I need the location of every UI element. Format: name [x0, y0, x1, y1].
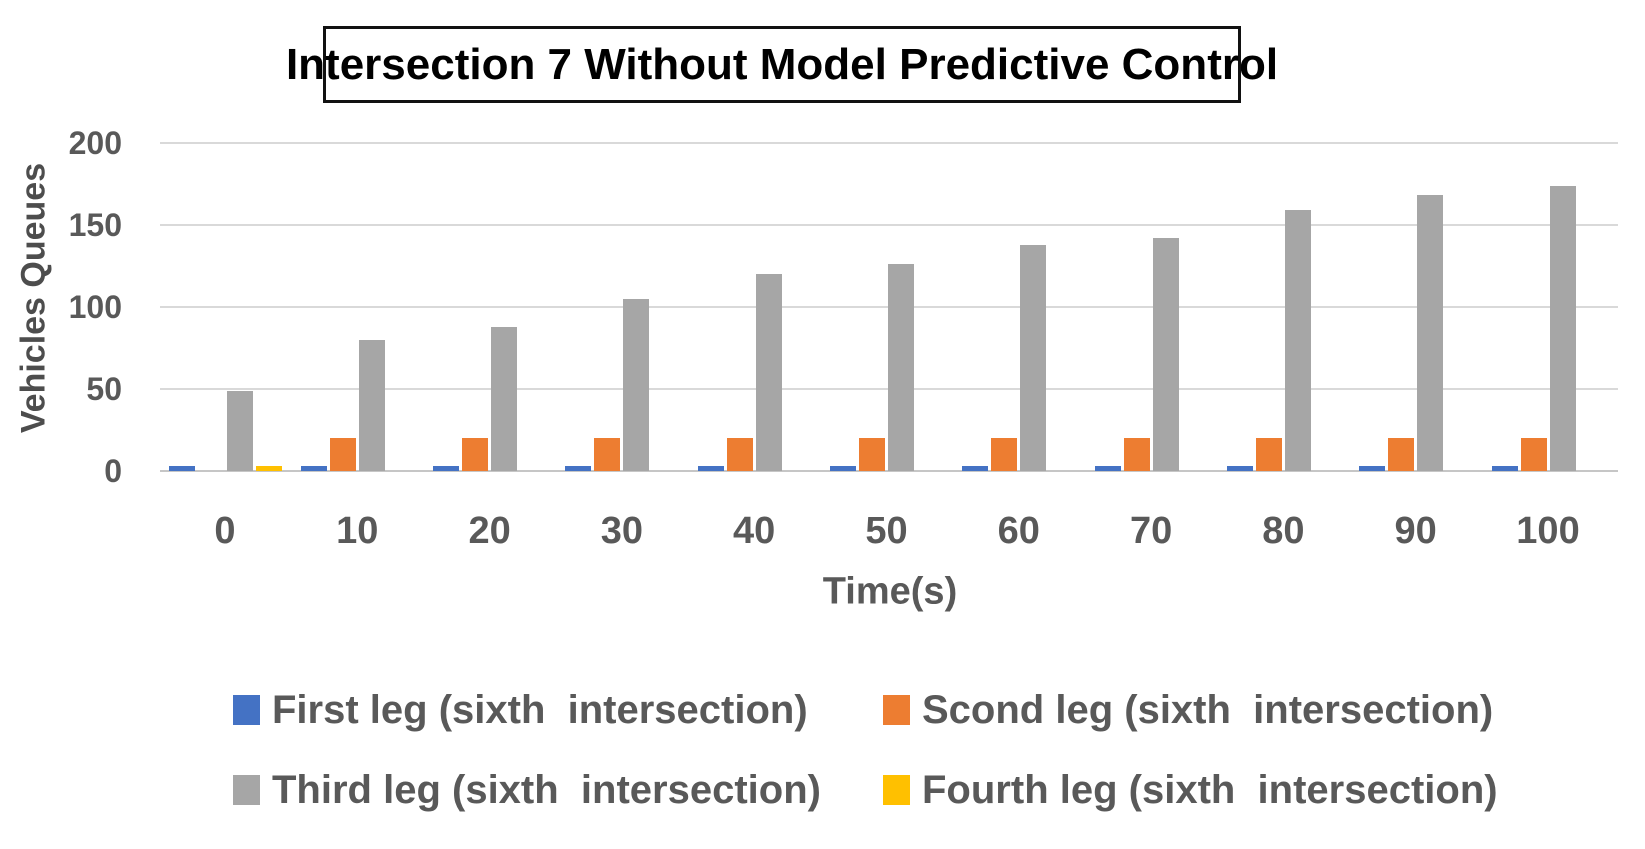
legend-swatch-third-leg	[233, 775, 260, 805]
bar-series1-t90	[1359, 466, 1385, 471]
x-tick-label-100: 100	[1516, 510, 1580, 552]
x-tick-label-90: 90	[1394, 510, 1437, 552]
bar-series3-t50	[888, 264, 914, 471]
bar-series3-t40	[756, 274, 782, 471]
bar-series2-t20	[462, 438, 488, 471]
legend-item-fourth-leg: Fourth leg (sixth intersection)	[883, 762, 1498, 818]
bar-series2-t70	[1124, 438, 1150, 471]
bar-series2-t40	[727, 438, 753, 471]
bar-series3-t90	[1417, 195, 1443, 471]
bar-series3-t80	[1285, 210, 1311, 471]
legend-item-scond-leg: Scond leg (sixth intersection)	[883, 682, 1493, 738]
bar-series2-t90	[1388, 438, 1414, 471]
x-tick-label-70: 70	[1129, 510, 1173, 552]
x-axis-line	[160, 470, 1618, 472]
bar-series3-t0	[227, 391, 253, 471]
x-tick-label-10: 10	[336, 510, 379, 552]
bar-series2-t60	[991, 438, 1017, 471]
y-tick-label-200: 200	[68, 125, 122, 161]
bar-series3-t10	[359, 340, 385, 471]
y-tick-label-0: 0	[104, 453, 122, 489]
x-axis-title: Time(s)	[822, 570, 958, 613]
bar-series3-t60	[1020, 245, 1046, 471]
x-tick-label-50: 50	[865, 510, 908, 552]
bar-series1-t60	[962, 466, 988, 471]
bar-series1-t80	[1227, 466, 1253, 471]
bar-series3-t70	[1153, 238, 1179, 471]
bar-series2-t100	[1521, 438, 1547, 471]
bar-series1-t30	[565, 466, 591, 471]
x-tick-label-0: 0	[214, 510, 236, 552]
x-tick-label-60: 60	[997, 510, 1040, 552]
chart-title-box: Intersection 7 Without Model Predictive …	[286, 26, 1278, 103]
x-tick-label-80: 80	[1262, 510, 1305, 552]
y-tick-label-50: 50	[86, 371, 122, 407]
legend-item-first-leg: First leg (sixth intersection)	[233, 682, 808, 738]
bar-series2-t10	[330, 438, 356, 471]
bar-series1-t70	[1095, 466, 1121, 471]
legend-swatch-scond-leg	[883, 695, 910, 725]
y-tick-label-100: 100	[68, 289, 122, 325]
gridline-150	[160, 224, 1618, 226]
legend-label-third-leg: Third leg (sixth intersection)	[272, 768, 821, 812]
x-tick-label-20: 20	[468, 510, 511, 552]
legend-label-first-leg: First leg (sixth intersection)	[272, 688, 808, 732]
bar-series2-t30	[594, 438, 620, 471]
bar-series1-t0	[169, 466, 195, 471]
bar-series2-t80	[1256, 438, 1282, 471]
legend-label-scond-leg: Scond leg (sixth intersection)	[922, 688, 1494, 732]
bar-series1-t50	[830, 466, 856, 471]
legend-swatch-fourth-leg	[883, 775, 910, 805]
x-tick-label-40: 40	[733, 510, 776, 552]
bar-series2-t50	[859, 438, 885, 471]
x-tick-label-30: 30	[600, 510, 644, 552]
bar-series3-t100	[1550, 186, 1576, 471]
chart-title: Intersection 7 Without Model Predictive …	[285, 39, 1279, 89]
bar-series3-t20	[491, 327, 517, 471]
bar-series3-t30	[623, 299, 649, 471]
legend-item-third-leg: Third leg (sixth intersection)	[233, 762, 821, 818]
y-tick-label-150: 150	[68, 207, 122, 243]
legend-label-fourth-leg: Fourth leg (sixth intersection)	[922, 768, 1498, 812]
bar-series1-t100	[1492, 466, 1518, 471]
legend-swatch-first-leg	[233, 695, 260, 725]
bar-series4-t0	[256, 466, 282, 471]
gridline-200	[160, 142, 1618, 144]
bar-series1-t20	[433, 466, 459, 471]
bar-series1-t10	[301, 466, 327, 471]
bar-series1-t40	[698, 466, 724, 471]
